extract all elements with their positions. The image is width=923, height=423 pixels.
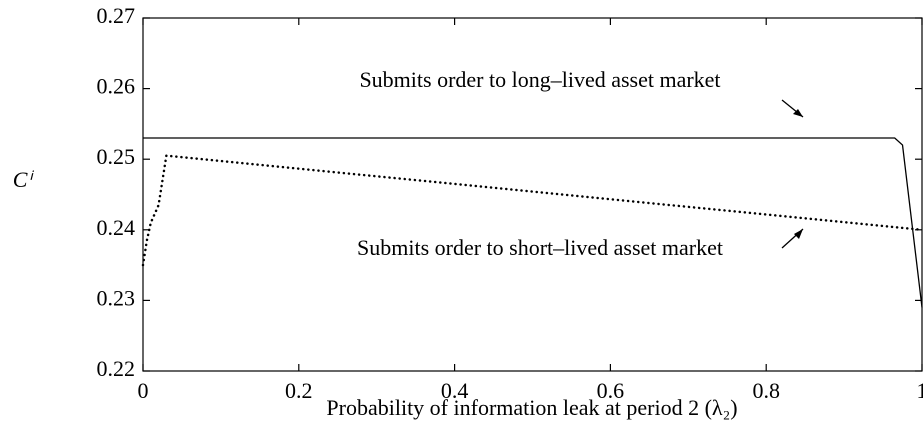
y-tick-label: 0.24 [97, 215, 136, 240]
x-tick-label: 0.8 [752, 378, 780, 403]
x-tick-label: 1 [917, 378, 923, 403]
arrow-head [794, 229, 803, 239]
arrow-head [793, 109, 803, 117]
x-tick-label: 0.6 [597, 378, 625, 403]
y-tick-label: 0.26 [97, 74, 136, 99]
x-tick-label: 0.2 [285, 378, 313, 403]
y-tick-label: 0.27 [97, 3, 136, 28]
x-tick-label: 0 [138, 378, 149, 403]
y-tick-label: 0.23 [97, 285, 136, 310]
y-axis-label: Cⁱ [13, 167, 35, 192]
annotation: Submits order to short–lived asset marke… [357, 235, 723, 260]
annotation: Submits order to long–lived asset market [359, 67, 720, 92]
y-tick-label: 0.22 [97, 356, 136, 381]
x-tick-label: 0.4 [441, 378, 469, 403]
x-axis-label: Probability of information leak at perio… [326, 395, 737, 420]
plot-frame [142, 17, 923, 372]
line-series [143, 137, 923, 308]
line-series [141, 154, 923, 267]
y-tick-label: 0.25 [97, 144, 136, 169]
